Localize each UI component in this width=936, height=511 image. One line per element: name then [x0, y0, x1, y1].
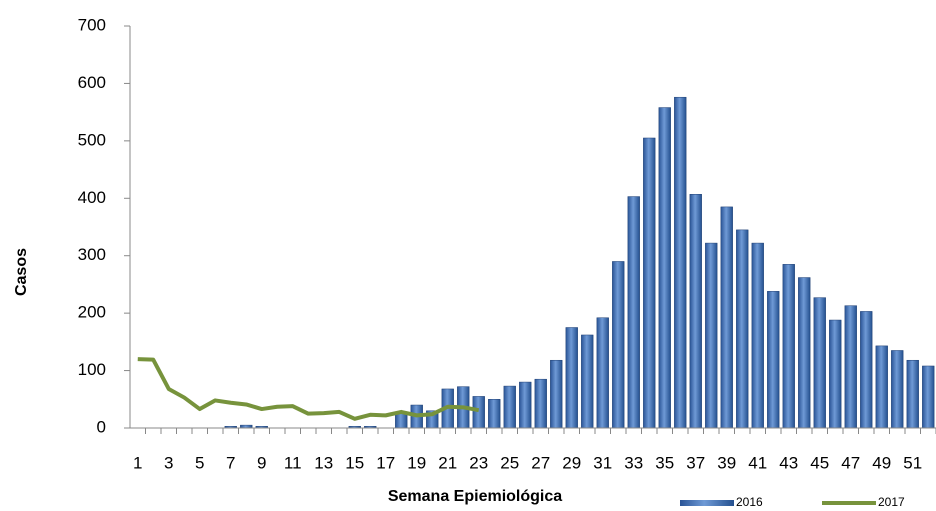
bar	[519, 381, 532, 429]
bar	[503, 385, 516, 429]
y-tick-label: 500	[78, 130, 106, 149]
bar	[844, 305, 857, 429]
y-tick-label: 300	[78, 245, 106, 264]
legend-label: 2017	[878, 495, 905, 509]
x-tick-label: 15	[345, 453, 364, 472]
x-tick-label: 31	[593, 453, 612, 472]
x-tick-label: 19	[407, 453, 426, 472]
y-tick-label: 0	[97, 417, 106, 436]
bar	[798, 277, 811, 429]
y-tick-label: 700	[78, 15, 106, 34]
y-tick-label: 600	[78, 73, 106, 92]
bar	[488, 399, 501, 429]
bar	[658, 107, 671, 429]
x-tick-label: 21	[438, 453, 457, 472]
bar	[674, 96, 687, 429]
x-tick-label: 35	[655, 453, 674, 472]
line	[137, 357, 480, 421]
y-tick-label: 400	[78, 188, 106, 207]
bar	[534, 378, 547, 429]
bar	[720, 206, 733, 429]
x-tick-label: 7	[226, 453, 235, 472]
bar	[767, 291, 780, 429]
x-tick-label: 1	[133, 453, 142, 472]
bar	[596, 317, 609, 429]
y-axis-title: Casos	[13, 248, 30, 296]
x-tick-label: 49	[872, 453, 891, 472]
x-tick-label: 43	[779, 453, 798, 472]
x-tick-label: 23	[469, 453, 488, 472]
y-tick-label: 100	[78, 360, 106, 379]
x-tick-label: 17	[376, 453, 395, 472]
bar	[922, 365, 935, 429]
x-tick-label: 45	[810, 453, 829, 472]
bar	[782, 264, 795, 429]
x-tick-label: 25	[500, 453, 519, 472]
x-axis-title: Semana Epiemiológica	[388, 488, 562, 505]
bar	[829, 319, 842, 429]
x-tick-label: 41	[748, 453, 767, 472]
x-tick-label: 47	[841, 453, 860, 472]
bar	[581, 334, 594, 429]
bar	[813, 297, 826, 429]
bar	[736, 229, 749, 429]
legend-swatch	[680, 500, 734, 506]
bar	[550, 359, 563, 429]
bar	[906, 359, 919, 429]
bar	[705, 242, 718, 429]
x-tick-label: 39	[717, 453, 736, 472]
bar	[875, 345, 888, 429]
bar	[643, 137, 656, 429]
x-tick-label: 11	[284, 453, 302, 472]
legend-label: 2016	[736, 495, 763, 509]
bar	[891, 350, 904, 429]
bar	[860, 311, 873, 429]
bar	[565, 327, 578, 429]
bar	[472, 396, 485, 429]
x-tick-label: 9	[257, 453, 266, 472]
bar	[627, 196, 640, 429]
x-tick-label: 37	[686, 453, 705, 472]
bar	[612, 261, 625, 429]
x-tick-label: 3	[164, 453, 173, 472]
x-tick-label: 29	[562, 453, 581, 472]
bar	[689, 194, 702, 429]
x-tick-label: 27	[531, 453, 550, 472]
bar	[751, 242, 764, 429]
y-tick-label: 200	[78, 303, 106, 322]
x-tick-label: 13	[314, 453, 333, 472]
x-tick-label: 51	[903, 453, 922, 472]
x-tick-label: 5	[195, 453, 204, 472]
x-tick-label: 33	[624, 453, 643, 472]
